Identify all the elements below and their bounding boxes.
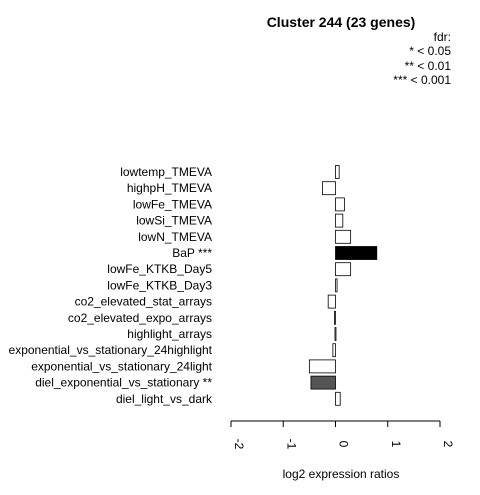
bar-2 (322, 181, 336, 196)
x-tick-label-4: 1 (389, 441, 403, 448)
category-label-8: lowFe_KTKB_Day3 (107, 278, 212, 292)
legend: fdr: * < 0.05 ** < 0.01 *** < 0.001 (393, 30, 451, 87)
legend-entry-3: *** < 0.001 (393, 73, 451, 87)
x-axis: -2 -1 0 1 2 (230, 420, 455, 450)
category-label-6: BaP *** (172, 246, 212, 260)
category-label-3: lowFe_TMEVA (133, 197, 212, 211)
bar-14 (310, 375, 336, 390)
legend-title: fdr: (434, 30, 451, 44)
category-labels: lowtemp_TMEVA highpH_TMEVA lowFe_TMEVA lowS… (9, 165, 213, 406)
category-label-2: highpH_TMEVA (127, 181, 212, 195)
x-tick-label-2: -1 (284, 439, 298, 450)
bar-8 (335, 278, 338, 293)
bar-3 (335, 197, 345, 212)
bars (308, 165, 378, 406)
bar-1 (335, 165, 340, 179)
category-label-15: diel_light_vs_dark (116, 392, 213, 406)
legend-entry-1: * < 0.05 (409, 44, 451, 58)
category-label-7: lowFe_KTKB_Day5 (107, 262, 212, 276)
category-label-1: lowtemp_TMEVA (120, 165, 212, 179)
bar-4 (335, 213, 344, 228)
bar-7 (335, 262, 352, 277)
bar-11 (334, 327, 337, 341)
x-axis-label: log2 expression ratios (283, 467, 400, 481)
bar-13 (308, 359, 336, 374)
legend-entry-2: ** < 0.01 (405, 59, 452, 73)
category-label-11: highlight_arrays (127, 327, 212, 341)
category-label-14: diel_exponential_vs_stationary ** (35, 376, 212, 390)
x-tick-label-1: -2 (232, 439, 246, 450)
category-label-13: exponential_vs_stationary_24light (31, 359, 212, 373)
bar-12 (332, 343, 336, 358)
category-label-4: lowSi_TMEVA (136, 214, 212, 228)
bar-15 (335, 391, 341, 406)
bar-10 (334, 310, 336, 325)
x-tick-label-5: 2 (441, 441, 455, 448)
category-label-10: co2_elevated_expo_arrays (68, 311, 212, 325)
category-label-12: exponential_vs_stationary_24highlight (9, 343, 213, 357)
bar-9 (327, 294, 336, 309)
bar-5 (335, 229, 352, 244)
category-label-5: lowN_TMEVA (138, 230, 212, 244)
bar-6 (335, 246, 378, 260)
x-tick-label-3: 0 (337, 441, 351, 448)
category-label-9: co2_elevated_stat_arrays (75, 295, 212, 309)
chart-title: Cluster 244 (23 genes) (267, 14, 416, 30)
